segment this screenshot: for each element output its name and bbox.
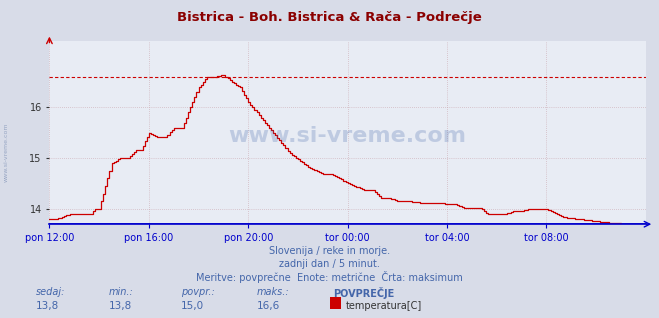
Text: POVPREČJE: POVPREČJE bbox=[333, 287, 394, 299]
Text: 13,8: 13,8 bbox=[36, 301, 59, 310]
Text: sedaj:: sedaj: bbox=[36, 287, 66, 297]
Text: 16,6: 16,6 bbox=[257, 301, 280, 310]
Text: povpr.:: povpr.: bbox=[181, 287, 215, 297]
Text: min.:: min.: bbox=[109, 287, 134, 297]
Text: www.si-vreme.com: www.si-vreme.com bbox=[229, 127, 467, 146]
Text: Bistrica - Boh. Bistrica & Rača - Podrečje: Bistrica - Boh. Bistrica & Rača - Podreč… bbox=[177, 11, 482, 24]
Text: 15,0: 15,0 bbox=[181, 301, 204, 310]
Text: Slovenija / reke in morje.: Slovenija / reke in morje. bbox=[269, 246, 390, 256]
Text: 13,8: 13,8 bbox=[109, 301, 132, 310]
Text: zadnji dan / 5 minut.: zadnji dan / 5 minut. bbox=[279, 259, 380, 269]
Text: www.si-vreme.com: www.si-vreme.com bbox=[4, 123, 9, 183]
Text: temperatura[C]: temperatura[C] bbox=[345, 301, 422, 310]
Text: maks.:: maks.: bbox=[257, 287, 290, 297]
Text: Meritve: povprečne  Enote: metrične  Črta: maksimum: Meritve: povprečne Enote: metrične Črta:… bbox=[196, 271, 463, 283]
